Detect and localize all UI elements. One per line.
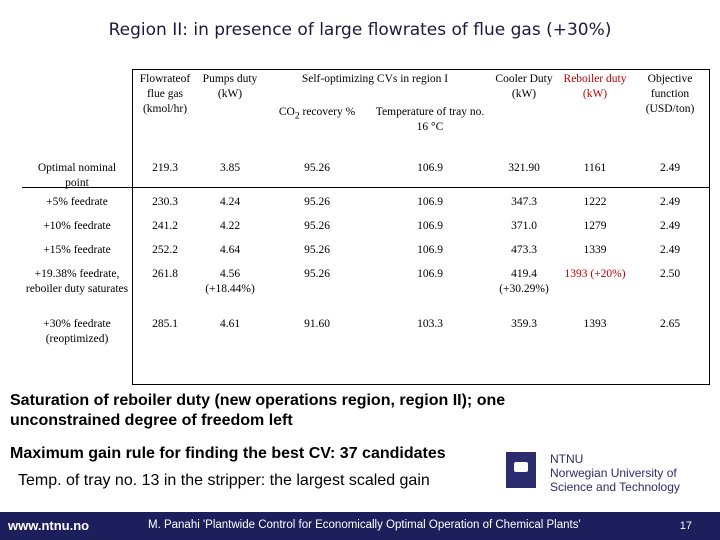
cell-objective: 2.49 <box>659 219 681 232</box>
cell-co2: 95.26 <box>304 267 330 280</box>
table-row: Optimal nominal point 219.3 3.85 95.26 1… <box>22 159 710 193</box>
cell-temp: 106.9 <box>417 161 443 174</box>
saturation-text: Saturation of reboiler duty (new operati… <box>10 392 506 429</box>
cell-pumps: 3.85 <box>219 161 241 174</box>
cell-objective: 2.49 <box>659 243 681 256</box>
cell-co2: 95.26 <box>304 243 330 256</box>
cell-reboiler: 1161 <box>583 161 607 174</box>
cell-cooler: 321.90 <box>508 161 540 174</box>
cell-reboiler: 1393 <box>583 317 607 330</box>
cell-objective: 2.65 <box>659 317 681 330</box>
slide-title: Region II: in presence of large flowrate… <box>108 20 612 40</box>
max-gain-text: Maximum gain rule for finding the best C… <box>10 445 446 462</box>
table-divider <box>22 187 710 188</box>
cell-flow: 230.3 <box>152 195 178 208</box>
cell-co2: 95.26 <box>304 161 330 174</box>
cell-flow: 241.2 <box>152 219 178 232</box>
header-blank <box>22 70 132 159</box>
footer-url[interactable]: www.ntnu.no <box>8 518 90 533</box>
cell-temp: 106.9 <box>417 243 443 256</box>
cell-co2: 95.26 <box>304 219 330 232</box>
footer-bar: www.ntnu.no M. Panahi 'Plantwide Control… <box>0 512 720 540</box>
cell-cooler: 473.3 <box>511 243 537 256</box>
temp-note-text: Temp. of tray no. 13 in the stripper: th… <box>18 472 430 489</box>
header-reboiler: Reboiler duty (kW) <box>563 73 627 100</box>
table-row: +30% feedrate (reoptimized) 285.1 4.61 9… <box>22 315 710 351</box>
table-frame <box>132 69 710 385</box>
header-flowrate: Flowrateof flue gas (kmol/hr) <box>139 73 191 115</box>
header-objective: Objective function (USD/ton) <box>645 73 695 115</box>
cell-flow: 285.1 <box>152 317 178 330</box>
cell-objective: 2.49 <box>659 161 681 174</box>
cell-objective: 2.50 <box>659 267 681 280</box>
header-selfopt: Self-optimizing CVs in region I <box>301 73 449 85</box>
logo-line3: Science and Technology <box>550 480 680 495</box>
header-co2-tail: recovery % <box>299 105 356 118</box>
cell-temp: 106.9 <box>417 219 443 232</box>
row-label: +30% feedrate (reoptimized) <box>43 317 111 345</box>
logo-line1: NTNU <box>550 452 584 466</box>
cell-pumps: 4.24 <box>219 195 241 208</box>
cell-co2: 95.26 <box>304 195 330 208</box>
header-cooler: Cooler Duty (kW) <box>495 73 553 100</box>
cell-cooler: 371.0 <box>511 219 537 232</box>
cell-cooler: 347.3 <box>511 195 537 208</box>
header-co2-sub: 2 <box>294 110 300 122</box>
cell-pumps: 4.64 <box>219 243 241 256</box>
page-number: 17 <box>679 520 692 532</box>
cell-flow: 261.8 <box>152 267 178 280</box>
cell-cooler: 419.4 (+30.29%) <box>499 267 549 295</box>
cell-temp: 103.3 <box>417 317 443 330</box>
header-pumps: Pumps duty (kW) <box>202 73 258 100</box>
header-temp: Temperature of tray no. 16 °C <box>375 105 485 133</box>
cell-co2: 91.60 <box>304 317 330 330</box>
row-label: Optimal nominal point <box>37 161 117 189</box>
cell-flow: 219.3 <box>152 161 178 174</box>
cell-pumps: 4.56 (+18.44%) <box>205 267 255 295</box>
cell-reboiler: 1222 <box>583 195 607 208</box>
table-row: +15% feedrate 252.2 4.64 95.26 106.9 473… <box>22 241 710 265</box>
ntnu-logo-icon <box>506 452 536 488</box>
row-label: +19.38% feedrate, reboiler duty saturate… <box>25 267 129 295</box>
cell-pumps: 4.61 <box>219 317 241 330</box>
logo-hole <box>514 462 528 472</box>
table-header-row: Flowrateof flue gas (kmol/hr) Pumps duty… <box>22 70 710 115</box>
cell-reboiler: 1339 <box>583 243 607 256</box>
footer-citation: M. Panahi 'Plantwide Control for Economi… <box>148 519 581 531</box>
results-table: Flowrateof flue gas (kmol/hr) Pumps duty… <box>22 70 710 351</box>
cell-reboiler: 1393 (+20%) <box>564 267 626 280</box>
header-co2: CO2 recovery % <box>262 89 372 159</box>
cell-flow: 252.2 <box>152 243 178 256</box>
logo-line2: Norwegian University of <box>550 466 677 481</box>
table-row: +10% feedrate 241.2 4.22 95.26 106.9 371… <box>22 217 710 241</box>
header-co2-text: CO <box>278 105 295 118</box>
table-subheader-row: CO2 recovery % Temperature of tray no. 1… <box>22 89 710 159</box>
cell-objective: 2.49 <box>659 195 681 208</box>
cell-cooler: 359.3 <box>511 317 537 330</box>
table-row: +19.38% feedrate, reboiler duty saturate… <box>22 265 710 315</box>
cell-reboiler: 1279 <box>583 219 607 232</box>
row-label: +10% feedrate <box>43 219 111 232</box>
ntnu-logo-text: NTNU Norwegian University of Science and… <box>550 452 680 494</box>
row-label: +5% feedrate <box>46 195 108 208</box>
cell-temp: 106.9 <box>417 195 443 208</box>
table-row: +5% feedrate 230.3 4.24 95.26 106.9 347.… <box>22 193 710 217</box>
cell-temp: 106.9 <box>417 267 443 280</box>
row-label: +15% feedrate <box>43 243 111 256</box>
cell-pumps: 4.22 <box>219 219 241 232</box>
